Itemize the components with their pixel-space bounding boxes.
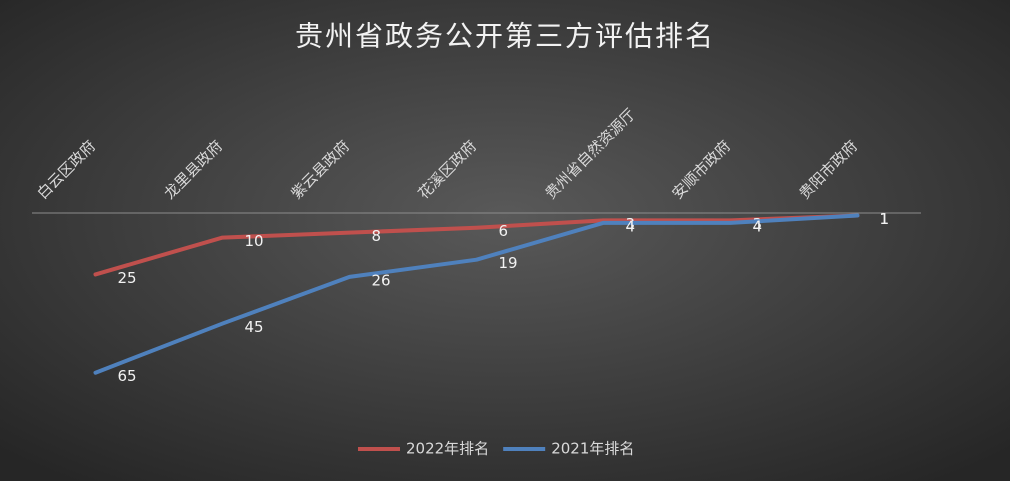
data-label: 65 [118,367,137,385]
data-label: 6 [499,222,509,240]
data-label: 4 [753,217,763,235]
data-label: 10 [245,232,264,250]
data-label: 1 [880,210,890,228]
series-line [93,213,860,375]
legend-label: 2022年排名 [406,440,489,458]
data-label: 1 [880,210,890,228]
legend-label: 2021年排名 [551,440,634,458]
data-label: 45 [245,318,264,336]
data-label: 8 [372,227,382,245]
data-label: 25 [118,269,137,287]
series-line [93,213,860,277]
data-label: 3 [753,215,763,233]
chart-title: 贵州省政务公开第三方评估排名 [295,20,715,53]
data-label: 4 [626,217,636,235]
data-label: 26 [372,271,391,289]
data-label: 19 [499,254,518,272]
